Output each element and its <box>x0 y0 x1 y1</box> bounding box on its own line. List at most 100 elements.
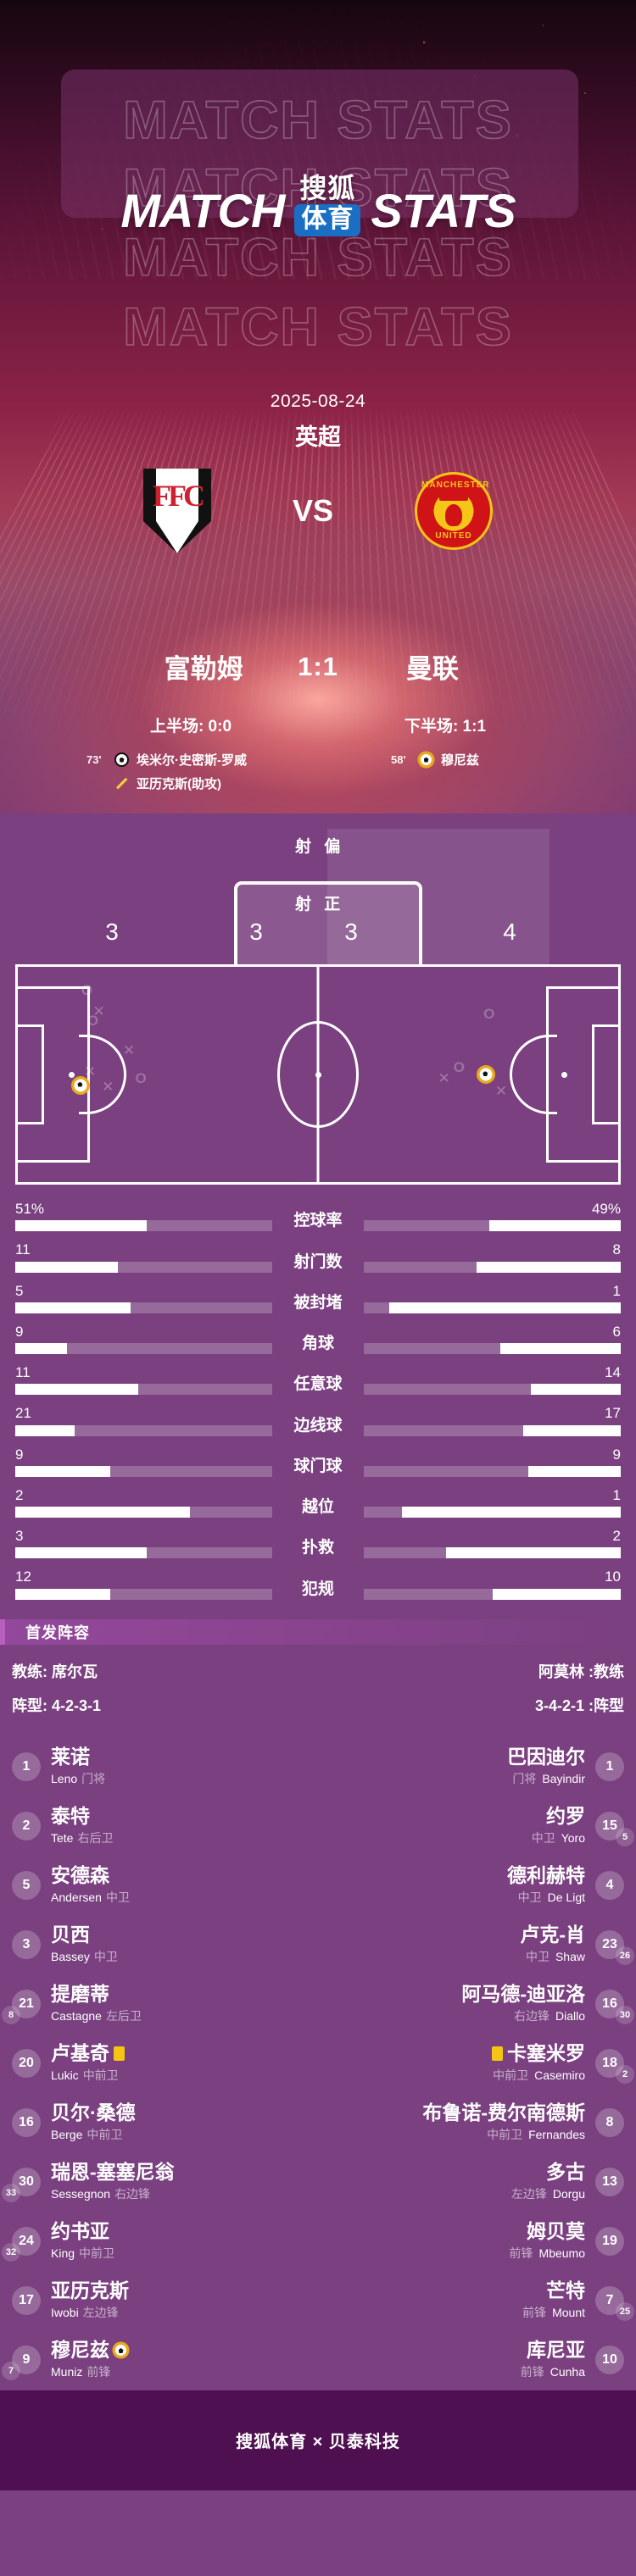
away-player[interactable]: 巴因迪尔 门将 Bayindir 1 <box>318 1746 624 1787</box>
crest-row: FFC VS MANCHESTER UNITED <box>0 464 636 558</box>
stat-away-value: 2 <box>612 1528 621 1544</box>
home-player[interactable]: 17 亚历克斯 Iwobi 左边锋 <box>12 2280 318 2321</box>
home-player[interactable]: 5 安德森 Andersen 中卫 <box>12 1865 318 1906</box>
shot-marker-o: O <box>81 981 93 998</box>
sports-badge: 体育 <box>294 204 361 236</box>
stat-away-value: 1 <box>612 1486 621 1503</box>
stat-home-side: 5 <box>15 1282 272 1313</box>
home-formation: 阵型: 4-2-3-1 <box>12 1696 102 1714</box>
player-name-en: 中前卫 Fernandes <box>487 2127 585 2141</box>
away-player[interactable]: 德利赫特中卫 De Ligt 4 <box>318 1865 624 1906</box>
player-name-en: Lukic 中前卫 <box>51 2068 119 2082</box>
stat-home-track <box>15 1547 272 1559</box>
player-name-en: 中卫 De Ligt <box>517 1890 585 1904</box>
shot-counts: 3 3 3 4 <box>15 919 621 946</box>
ghost-title-3: MATCH STATS <box>122 227 513 288</box>
player-position: 中卫 <box>531 1830 555 1845</box>
shot-count-2: 3 <box>344 919 358 945</box>
substitute-number: 26 <box>616 1946 634 1966</box>
stat-home-value: 9 <box>15 1446 24 1463</box>
player-name-cn: 泰特 <box>51 1805 90 1828</box>
away-player[interactable]: 约罗 中卫 Yoro 15 5 <box>318 1806 634 1847</box>
away-player[interactable]: 卢克-肖 中卫 Shaw 23 26 <box>318 1924 634 1966</box>
player-number: 15 <box>595 1812 624 1841</box>
away-player[interactable]: 芒特 前锋 Mount 7 25 <box>318 2279 634 2322</box>
stat-label: 球门球 <box>293 1457 343 1475</box>
stat-row: 9 角球 6 <box>15 1323 621 1354</box>
player-info: 德利赫特中卫 De Ligt <box>507 1865 585 1906</box>
six-yard-box-right <box>592 1024 621 1124</box>
stat-away-value: 8 <box>612 1241 621 1258</box>
stat-away-track <box>364 1384 621 1396</box>
player-name-cn: 瑞恩-塞塞尼翁 <box>51 2161 175 2184</box>
player-position: 前锋 <box>520 2364 544 2379</box>
page-title: MATCH 搜狐 体育 STATS <box>0 175 636 242</box>
shot-marker-o: O <box>86 1012 99 1029</box>
substitute-number: 2 <box>616 2065 634 2085</box>
stat-home-side: 51% <box>15 1200 272 1232</box>
player-number-wrap: 4 <box>595 1871 624 1901</box>
home-player[interactable]: 30 33 瑞恩-塞塞尼翁 Sessegnon 右边锋 <box>2 2161 318 2203</box>
player-position: 门将 <box>512 1771 537 1785</box>
player-info: 姆贝莫 前锋 Mbeumo <box>510 2221 585 2262</box>
stat-home-value: 51% <box>15 1201 45 1217</box>
stat-away-value: 10 <box>605 1568 621 1585</box>
away-player[interactable]: 阿马德-迪亚洛 右边锋 Diallo 16 30 <box>318 1984 634 2025</box>
stat-home-track <box>15 1220 272 1232</box>
stat-home-side: 12 <box>15 1568 272 1600</box>
home-player[interactable]: 24 32 约书亚 King 中前卫 <box>2 2221 318 2262</box>
player-position: 右后卫 <box>77 1830 114 1845</box>
league-name: 英超 <box>295 425 341 450</box>
coach-row: 教练: 席尔瓦 阿莫林 :教练 <box>0 1660 636 1682</box>
player-name-cn: 莱诺 <box>51 1746 90 1768</box>
player-info: 泰特 Tete 右后卫 <box>51 1806 113 1846</box>
player-number: 4 <box>595 1871 624 1901</box>
yellow-card-icon <box>492 2046 503 2062</box>
away-coach: 阿莫林 :教练 <box>538 1663 624 1680</box>
stat-away-side: 14 <box>364 1363 621 1396</box>
home-player[interactable]: 16 贝尔·桑德 Berge 中前卫 <box>12 2102 318 2143</box>
lineup-row: 21 8 提磨蒂 Castagne 左后卫 阿马德-迪亚洛 右边锋 Diallo 16 30 <box>2 1975 634 2035</box>
player-position: 中卫 <box>93 1949 118 1963</box>
home-player[interactable]: 20 卢基奇 Lukic 中前卫 <box>12 2043 318 2084</box>
player-info: 莱诺 Leno 门将 <box>51 1746 105 1787</box>
title-panel <box>61 69 578 218</box>
player-name-cn: 提磨蒂 <box>51 1983 109 2006</box>
away-player[interactable]: 卡塞米罗 中前卫 Casemiro 18 2 <box>318 2043 634 2085</box>
player-number: 3 <box>12 1930 41 1960</box>
player-info: 安德森 Andersen 中卫 <box>51 1865 130 1906</box>
stat-away-value: 6 <box>612 1323 621 1340</box>
home-player[interactable]: 1 莱诺 Leno 门将 <box>12 1746 318 1787</box>
home-player[interactable]: 9 7 穆尼兹 Muniz 前锋 <box>2 2340 318 2381</box>
lineup-row: 2 泰特 Tete 右后卫 约罗 中卫 Yoro 15 5 <box>12 1797 634 1857</box>
player-position: 中卫 <box>105 1890 130 1904</box>
stat-home-side: 9 <box>15 1446 272 1477</box>
player-position: 前锋 <box>509 2246 533 2260</box>
stat-home-track <box>15 1302 272 1313</box>
home-player[interactable]: 3 贝西 Bassey 中卫 <box>12 1924 318 1965</box>
goal-ball-gold-icon <box>419 752 433 767</box>
home-player[interactable]: 21 8 提磨蒂 Castagne 左后卫 <box>2 1983 318 2025</box>
player-name-cn: 卢基奇 <box>51 2043 125 2064</box>
event-player: 亚历克斯(助攻) <box>137 777 221 791</box>
home-player[interactable]: 2 泰特 Tete 右后卫 <box>12 1806 318 1846</box>
away-player[interactable]: 布鲁诺-费尔南德斯 中前卫 Fernandes 8 <box>318 2102 624 2143</box>
player-info: 贝尔·桑德 Berge 中前卫 <box>51 2102 136 2143</box>
player-info: 贝西 Bassey 中卫 <box>51 1924 118 1965</box>
stat-home-track <box>15 1384 272 1396</box>
away-player[interactable]: 多古 左边锋 Dorgu 13 <box>318 2162 624 2202</box>
mu-devil-icon <box>445 504 463 526</box>
stat-label: 角球 <box>301 1335 334 1352</box>
away-player[interactable]: 库尼亚 前锋 Cunha 10 <box>318 2340 624 2380</box>
player-name-cn: 德利赫特 <box>507 1864 585 1887</box>
player-name-en: Bassey 中卫 <box>51 1949 118 1963</box>
player-name-en: 门将 Bayindir <box>512 1771 585 1785</box>
away-player[interactable]: 姆贝莫 前锋 Mbeumo 19 <box>318 2221 624 2262</box>
player-number-wrap: 19 <box>595 2227 624 2257</box>
stat-away-side: 9 <box>364 1446 621 1477</box>
player-number-wrap: 1 <box>12 1752 41 1782</box>
player-number: 9 <box>12 2346 41 2375</box>
player-name-cn: 芒特 <box>546 2279 585 2302</box>
player-number: 7 <box>595 2286 624 2316</box>
stat-home-track <box>15 1465 272 1477</box>
